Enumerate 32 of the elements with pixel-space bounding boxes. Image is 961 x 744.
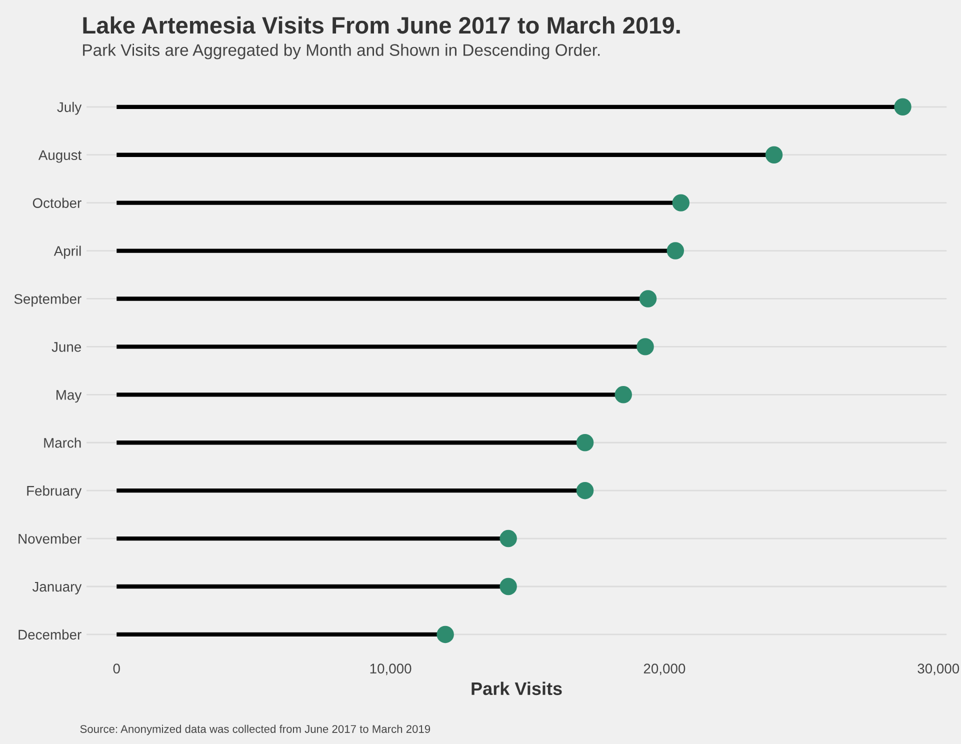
- y-tick-label: August: [38, 150, 82, 163]
- point: [614, 386, 632, 404]
- y-tick-label: March: [44, 438, 81, 448]
- chart-subtitle: Park Visits are Aggregated by Month and Shown in Descending Order.: [83, 44, 600, 60]
- x-tick-label: 0: [113, 664, 120, 674]
- y-tick-label: April: [54, 246, 81, 259]
- x-tick-label: 20,000: [644, 664, 686, 676]
- y-tick-label: February: [27, 486, 82, 498]
- x-axis-title: Park Visits: [472, 682, 562, 696]
- point: [576, 434, 594, 452]
- y-tick-label: September: [14, 294, 82, 307]
- point: [765, 146, 783, 164]
- y-tick-label: December: [18, 629, 82, 640]
- point: [666, 242, 684, 260]
- point: [894, 98, 912, 116]
- point: [639, 290, 657, 308]
- point: [636, 338, 654, 356]
- y-tick-label: October: [32, 198, 82, 208]
- point: [672, 194, 690, 212]
- y-tick-label: June: [52, 342, 82, 352]
- chart-title: Lake Artemesia Visits From June 2017 to March 2019.: [83, 16, 680, 34]
- y-tick-label: May: [56, 390, 82, 403]
- y-tick-label: July: [57, 102, 82, 115]
- x-tick-label: 10,000: [370, 664, 412, 676]
- point: [576, 482, 594, 500]
- y-tick-label: January: [32, 582, 82, 594]
- point: [500, 530, 517, 548]
- source-note: Source: Anonymized data was collected from June 2017 to March 2019: [80, 724, 430, 736]
- point: [500, 578, 517, 596]
- y-tick-label: November: [18, 534, 82, 544]
- point: [436, 626, 454, 644]
- x-tick-label: 30,000: [918, 664, 960, 676]
